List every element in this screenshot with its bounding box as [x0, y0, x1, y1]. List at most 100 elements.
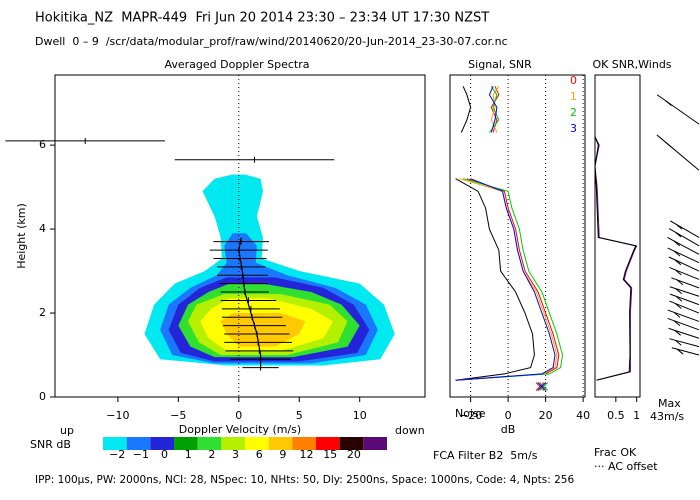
- wind-barb-feather: [673, 250, 681, 257]
- wind-barb: [671, 277, 700, 289]
- wind-barb: [669, 300, 700, 314]
- wind-barb: [669, 220, 700, 238]
- wind-barb-feather: [673, 240, 681, 247]
- wind-barb-feather: [676, 279, 684, 286]
- filter-note: FCA Filter B2 5m/s: [433, 449, 538, 462]
- plot-frame: [449, 74, 586, 398]
- wind-barb: [656, 134, 700, 171]
- page-subtitle: Dwell 0 – 9 /scr/data/modular_prof/raw/w…: [35, 35, 508, 48]
- noise-label: Noise: [455, 407, 486, 420]
- wind-barb-feather: [676, 348, 684, 355]
- wind-barb: [668, 256, 700, 272]
- colorbar-level-label: 12: [300, 448, 314, 461]
- wind-barb: [669, 267, 700, 280]
- colorbar-label: SNR dB: [30, 438, 71, 451]
- wind-barb-feather: [674, 231, 682, 238]
- wind-barb-feather: [673, 311, 681, 318]
- colorbar-swatch: [150, 437, 174, 450]
- y-axis-label: Height (km): [15, 203, 28, 269]
- wind-barb-feather: [664, 141, 672, 148]
- x-tick-label: −10: [106, 409, 129, 422]
- wind-barb: [667, 317, 700, 331]
- wind-barb: [669, 286, 700, 297]
- colorbar-swatch: [339, 437, 364, 450]
- snr-line: [455, 86, 556, 381]
- right-note: down: [395, 424, 425, 437]
- colorbar-swatch: [316, 437, 340, 450]
- snr-contour: [220, 313, 306, 347]
- wind-barb-feather: [674, 329, 681, 336]
- colorbar-level-label: 15: [323, 448, 337, 461]
- x-axis-label: dB: [501, 423, 516, 436]
- wind-barb-feather: [673, 320, 681, 327]
- panel-title: Signal, SNR: [468, 58, 532, 71]
- colorbar-swatch: [103, 437, 127, 450]
- noise-mark: [539, 382, 549, 391]
- wind-barb: [668, 327, 700, 339]
- x-tick-label: −20: [459, 409, 482, 422]
- y-tick-label: 2: [39, 306, 46, 319]
- y-tick-label: 6: [39, 138, 46, 151]
- max-speed-label: 43m/s: [650, 410, 684, 423]
- colorbar-swatch: [221, 437, 245, 450]
- wind-barb: [668, 228, 700, 247]
- x-tick-label: −5: [170, 409, 186, 422]
- wind-barb-feather: [674, 259, 682, 266]
- colorbar-level-label: 20: [347, 448, 361, 461]
- colorbar-level-label: 1: [185, 448, 192, 461]
- colorbar-level-label: −2: [109, 448, 125, 461]
- wind-barb: [667, 247, 700, 264]
- colorbar-level-label: −1: [133, 448, 149, 461]
- x-tick-label: 40: [576, 409, 590, 422]
- wind-barb: [669, 338, 700, 348]
- plot-frame: [54, 74, 426, 398]
- mean-velocity-line: [238, 237, 262, 368]
- colorbar-swatch: [126, 437, 151, 450]
- y-tick-label: 4: [39, 222, 46, 235]
- frac-ok-line: [594, 82, 637, 381]
- x-tick-label: 0: [505, 409, 512, 422]
- wind-barb-feather: [675, 288, 682, 295]
- wind-barb: [667, 309, 700, 322]
- signal-line: [455, 86, 535, 381]
- legend-label: 3: [570, 122, 577, 135]
- x-tick-label: 5: [296, 409, 303, 422]
- colorbar-swatch: [245, 437, 269, 450]
- legend-label: 2: [570, 106, 577, 119]
- wind-barb: [667, 237, 700, 255]
- colorbar-swatch: [268, 437, 293, 450]
- panel-title: Averaged Doppler Spectra: [164, 58, 309, 71]
- colorbar-level-label: 3: [232, 448, 239, 461]
- x-tick-label: 0: [235, 409, 242, 422]
- left-note: up: [60, 424, 74, 437]
- legend-label: 1: [570, 90, 577, 103]
- wind-barb: [656, 94, 700, 125]
- wind-barb: [671, 347, 700, 356]
- colorbar-level-label: 0: [161, 448, 168, 461]
- x-tick-label: 20: [539, 409, 553, 422]
- legend-label: 0: [570, 74, 577, 87]
- noise-mark: [535, 382, 545, 391]
- x-tick-label: 10: [353, 409, 367, 422]
- plot-frame: [594, 74, 641, 398]
- wind-barb-feather: [675, 295, 683, 302]
- colorbar-swatch: [197, 437, 222, 450]
- wind-barb-feather: [674, 303, 682, 309]
- wind-barb-feather: [675, 223, 683, 230]
- panel-title: OK SNR,Winds: [592, 58, 671, 71]
- wind-barb-feather: [674, 269, 682, 276]
- page-title: Hokitika_NZ MAPR-449 Fri Jun 20 2014 23:…: [35, 11, 489, 26]
- wind-barb-feather: [665, 100, 672, 107]
- snr-line: [455, 86, 564, 381]
- colorbar-level-label: 2: [208, 448, 215, 461]
- max-label: Max: [658, 397, 681, 410]
- footer: IPP: 100μs, PW: 2000ns, NCI: 28, NSpec: …: [35, 474, 574, 486]
- colorbar-level-label: 6: [256, 448, 263, 461]
- colorbar-swatch: [292, 437, 316, 450]
- noise-mark: [537, 382, 547, 391]
- wind-barb-feather: [674, 339, 682, 346]
- y-tick-label: 0: [39, 390, 46, 403]
- frac-ok-line: [594, 82, 638, 381]
- colorbar-swatch: [174, 437, 198, 450]
